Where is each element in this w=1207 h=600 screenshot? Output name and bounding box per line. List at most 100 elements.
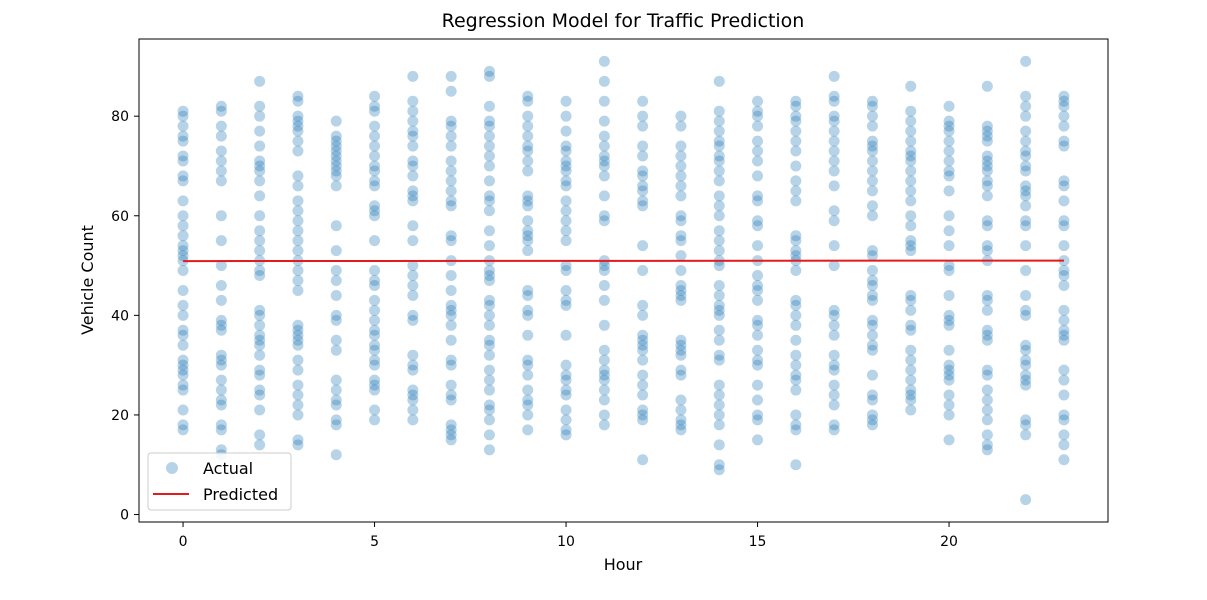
scatter-point (177, 245, 189, 257)
scatter-point (560, 384, 572, 396)
y-axis-label: Vehicle Count (78, 225, 97, 335)
x-tick-label: 5 (370, 534, 379, 550)
scatter-point (215, 424, 227, 436)
scatter-point (445, 299, 457, 311)
y-tick-label: 80 (111, 109, 129, 125)
scatter-point (713, 235, 725, 247)
scatter-point (752, 379, 764, 391)
scatter-point (866, 95, 878, 107)
scatter-point (828, 389, 840, 401)
scatter-point (637, 299, 649, 311)
scatter-point (713, 304, 725, 316)
scatter-point (598, 190, 610, 202)
scatter-point (866, 145, 878, 157)
scatter-point (1020, 185, 1032, 197)
scatter-point (713, 409, 725, 421)
scatter-point (752, 195, 764, 207)
scatter-point (981, 165, 993, 177)
scatter-point (407, 185, 419, 197)
scatter-point (752, 359, 764, 371)
scatter-point (981, 294, 993, 306)
scatter-point (943, 314, 955, 326)
scatter-point (483, 339, 495, 351)
scatter-point (675, 344, 687, 356)
scatter-point (943, 155, 955, 167)
scatter-point (1058, 240, 1070, 252)
scatter-point (598, 160, 610, 172)
scatter-point (483, 414, 495, 426)
scatter-point (828, 399, 840, 411)
scatter-point (828, 319, 840, 331)
scatter-point (254, 270, 266, 282)
scatter-point (905, 404, 917, 416)
scatter-point (713, 135, 725, 147)
scatter-point (522, 399, 534, 411)
scatter-point (330, 145, 342, 157)
scatter-point (943, 225, 955, 237)
scatter-point (369, 90, 381, 102)
scatter-point (369, 354, 381, 366)
scatter-point (254, 304, 266, 316)
scatter-point (943, 434, 955, 446)
scatter-point (369, 265, 381, 277)
scatter-point (177, 170, 189, 182)
scatter-point (407, 309, 419, 321)
scatter-point (330, 309, 342, 321)
scatter-point (177, 299, 189, 311)
scatter-point (675, 334, 687, 346)
scatter-point (560, 225, 572, 237)
scatter-point (215, 210, 227, 222)
scatter-point (254, 175, 266, 187)
scatter-point (828, 145, 840, 157)
scatter-point (1058, 334, 1070, 346)
scatter-point (330, 135, 342, 147)
scatter-point (637, 165, 649, 177)
scatter-point (637, 389, 649, 401)
scatter-point (713, 289, 725, 301)
scatter-point (598, 260, 610, 272)
scatter-point (177, 284, 189, 296)
scatter-point (369, 379, 381, 391)
scatter-point (330, 115, 342, 127)
scatter-point (675, 404, 687, 416)
scatter-point (560, 195, 572, 207)
scatter-point (1020, 150, 1032, 162)
scatter-point (905, 289, 917, 301)
scatter-point (981, 120, 993, 132)
scatter-point (637, 95, 649, 107)
scatter-point (254, 429, 266, 441)
scatter-point (675, 289, 687, 301)
scatter-point (790, 175, 802, 187)
scatter-point (407, 260, 419, 272)
scatter-point (445, 185, 457, 197)
scatter-point (905, 175, 917, 187)
scatter-point (943, 170, 955, 182)
scatter-point (752, 284, 764, 296)
scatter-point (445, 70, 457, 82)
scatter-point (254, 225, 266, 237)
scatter-point (905, 294, 917, 306)
scatter-point (637, 404, 649, 416)
scatter-point (866, 100, 878, 112)
scatter-point (292, 319, 304, 331)
scatter-point (1020, 240, 1032, 252)
scatter-point (981, 444, 993, 456)
scatter-point (445, 434, 457, 446)
scatter-point (445, 235, 457, 247)
scatter-point (1058, 180, 1070, 192)
scatter-point (483, 115, 495, 127)
scatter-point (292, 195, 304, 207)
scatter-point (675, 230, 687, 242)
scatter-point (713, 309, 725, 321)
scatter-point (905, 185, 917, 197)
scatter-point (1020, 100, 1032, 112)
scatter-point (522, 155, 534, 167)
scatter-point (675, 339, 687, 351)
scatter-point (407, 160, 419, 172)
scatter-point (407, 220, 419, 232)
scatter-point (598, 210, 610, 222)
scatter-point (675, 110, 687, 122)
scatter-point (330, 399, 342, 411)
scatter-point (981, 324, 993, 336)
scatter-point (752, 190, 764, 202)
